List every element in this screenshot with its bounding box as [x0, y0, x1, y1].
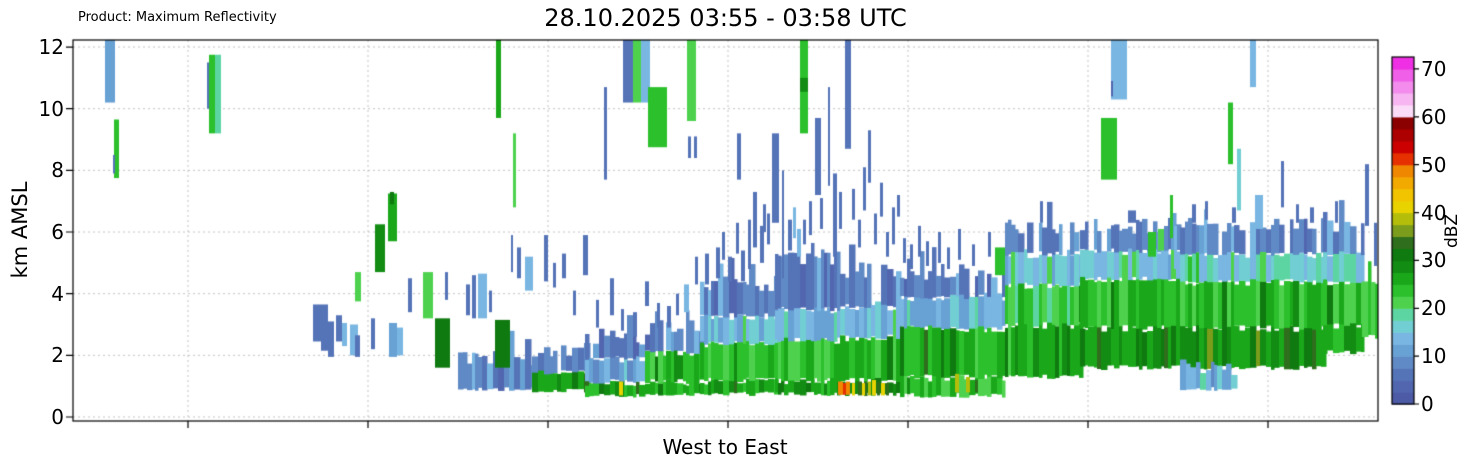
colorbar-tick-label: 10: [1421, 344, 1447, 369]
y-tick-label: 0: [51, 405, 64, 429]
colorbar-tick-label: 50: [1421, 152, 1447, 177]
x-axis-label: West to East: [662, 435, 788, 459]
product-label: Product: Maximum Reflectivity: [78, 10, 277, 25]
page-title: 28.10.2025 03:55 - 03:58 UTC: [544, 4, 907, 32]
colorbar-tick-label: 0: [1421, 392, 1434, 416]
y-tick-label: 12: [38, 35, 64, 60]
y-tick-label: 2: [51, 343, 64, 368]
colorbar-tick-label: 70: [1421, 56, 1447, 81]
colorbar-tick-label: 60: [1421, 104, 1447, 129]
y-tick-label: 4: [51, 281, 64, 306]
colorbar-tick-label: 20: [1421, 296, 1447, 321]
colorbar-tick-label: 30: [1421, 248, 1447, 273]
colorbar-tick-label: 40: [1421, 200, 1447, 225]
y-tick-label: 6: [51, 220, 64, 245]
y-tick-label: 8: [51, 158, 64, 183]
y-tick-label: 10: [38, 96, 64, 121]
